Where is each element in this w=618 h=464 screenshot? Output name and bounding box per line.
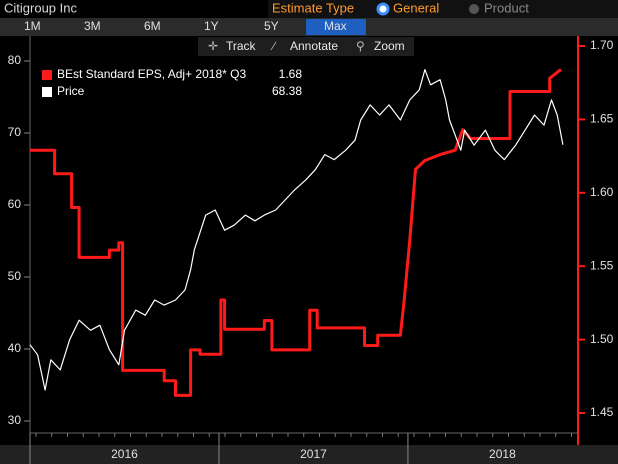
estimate-bar (268, 0, 618, 18)
radio-product[interactable] (469, 4, 479, 14)
track-icon: ✛ (208, 39, 218, 53)
eps-line (30, 68, 562, 397)
y2-tick-label: 1.60 (590, 185, 614, 199)
legend-value: 1.68 (279, 67, 303, 81)
y2-tick-label: 1.65 (590, 112, 614, 126)
legend-swatch (42, 70, 52, 80)
y2-tick-label: 1.55 (590, 258, 614, 272)
legend-name: Price (57, 84, 85, 98)
range-tab[interactable]: 1M (24, 19, 41, 33)
legend-value: 68.38 (272, 84, 302, 98)
legend-name: BEst Standard EPS, Adj+ 2018* Q3 (57, 67, 246, 81)
price-line (29, 68, 564, 391)
legend (38, 64, 306, 102)
range-tab[interactable]: Max (324, 19, 347, 33)
x-tick-label: 2017 (300, 447, 327, 461)
range-tab[interactable]: 1Y (204, 19, 219, 33)
tool-track[interactable]: Track (226, 39, 257, 53)
tool-zoom[interactable]: Zoom (374, 39, 405, 53)
y2-tick-label: 1.70 (590, 38, 614, 52)
y-tick-label: 70 (8, 125, 22, 139)
x-axis-band (0, 445, 618, 464)
legend-swatch (42, 87, 52, 97)
estimate-label: Estimate Type (272, 0, 354, 15)
zoom-icon: ⚲ (356, 39, 365, 53)
range-tab[interactable]: 6M (144, 19, 161, 33)
range-tab[interactable]: 3M (84, 19, 101, 33)
toolbar (198, 37, 414, 56)
y-tick-label: 50 (8, 269, 22, 283)
y2-tick-label: 1.45 (590, 405, 614, 419)
radio-general[interactable] (376, 2, 390, 16)
x-tick-label: 2018 (489, 447, 516, 461)
annotate-icon: ∕ (270, 39, 277, 53)
option-product[interactable]: Product (484, 0, 529, 15)
range-tab[interactable]: 5Y (264, 19, 279, 33)
y-tick-label: 80 (8, 53, 22, 67)
y-tick-label: 30 (8, 413, 22, 427)
y-tick-label: 60 (8, 197, 22, 211)
y-tick-label: 40 (8, 341, 22, 355)
x-tick-label: 2016 (111, 447, 138, 461)
tab-selected[interactable] (306, 19, 366, 35)
security-title: Citigroup Inc (4, 0, 77, 15)
y2-tick-label: 1.50 (590, 332, 614, 346)
tool-annotate[interactable]: Annotate (290, 39, 338, 53)
option-general[interactable]: General (393, 0, 439, 15)
